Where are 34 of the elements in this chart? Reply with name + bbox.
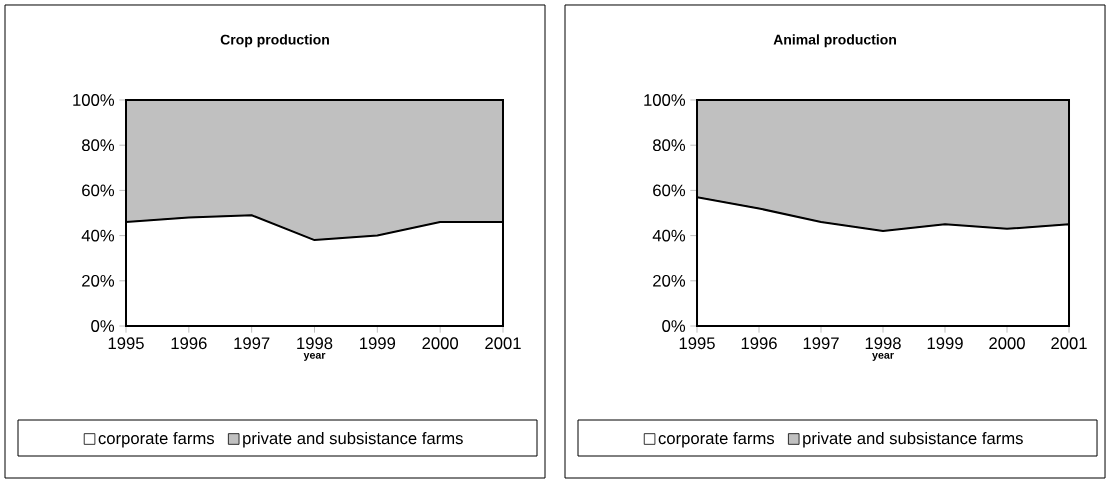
y-tick-label: 100% xyxy=(73,94,115,106)
y-tick-label: 20% xyxy=(82,274,115,287)
x-tick-label: 1999 xyxy=(360,337,396,350)
legend-label: corporate farms xyxy=(658,431,775,448)
x-tick-label: 1995 xyxy=(108,337,144,350)
y-tick-label: 0% xyxy=(662,320,686,332)
y-tick-label: 60% xyxy=(82,184,115,197)
x-axis-title: year xyxy=(303,352,326,361)
x-tick-label: 1996 xyxy=(741,337,777,350)
x-tick-label: 2000 xyxy=(989,337,1025,350)
y-tick-label: 40% xyxy=(652,229,686,242)
y-tick-label: 0% xyxy=(91,320,115,332)
x-tick-label: 2000 xyxy=(422,337,459,350)
y-tick-label: 20% xyxy=(653,274,686,287)
x-tick-label: 1996 xyxy=(171,337,207,350)
x-axis-title: year xyxy=(872,352,894,361)
chart-title: Animal production xyxy=(773,34,896,48)
y-tick-label: 40% xyxy=(81,229,115,242)
y-tick-label: 80% xyxy=(82,139,115,152)
x-tick-label: 1995 xyxy=(679,337,715,350)
chart-title: Crop production xyxy=(220,34,329,48)
x-tick-label: 1997 xyxy=(234,337,270,350)
y-tick-label: 60% xyxy=(653,184,686,197)
x-tick-label: 2001 xyxy=(485,337,521,350)
x-tick-label: 1999 xyxy=(927,337,963,350)
x-tick-label: 1998 xyxy=(297,337,333,350)
x-tick-label: 2001 xyxy=(1051,337,1087,350)
y-tick-label: 100% xyxy=(644,94,686,106)
legend-label: private and subsistance farms xyxy=(243,431,463,448)
x-tick-label: 1998 xyxy=(865,337,901,350)
legend-label: corporate farms xyxy=(98,431,215,448)
x-tick-label: 1997 xyxy=(803,337,839,350)
legend-label: private and subsistance farms xyxy=(803,431,1023,448)
y-tick-label: 80% xyxy=(653,139,686,152)
